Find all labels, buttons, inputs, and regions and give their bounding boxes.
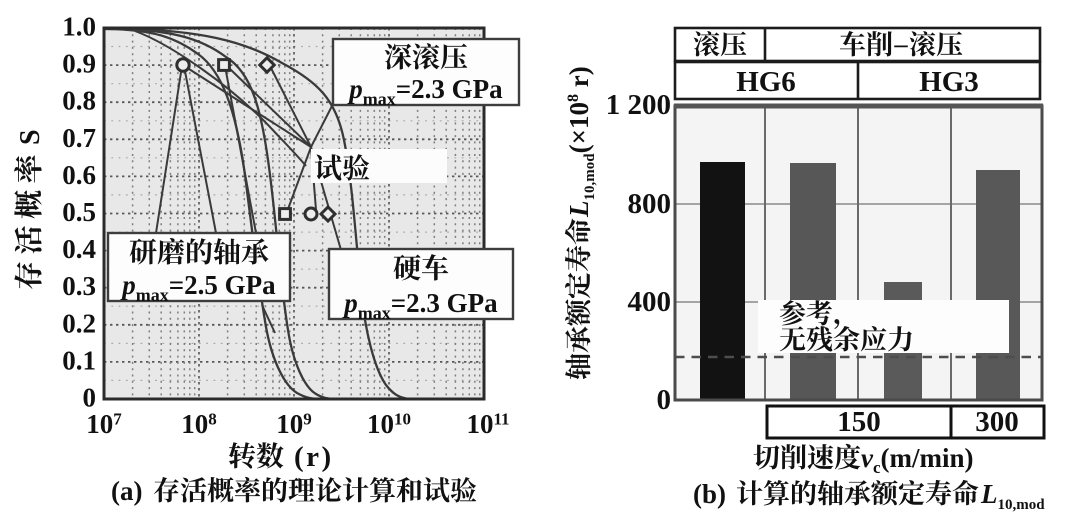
svg-text:pmax=2.5 GPa: pmax=2.5 GPa (120, 270, 276, 305)
svg-text:400: 400 (628, 286, 672, 318)
svg-text:0.8: 0.8 (62, 86, 96, 116)
svg-text:vc(m/min): vc(m/min) (861, 443, 974, 477)
svg-text:0.7: 0.7 (62, 123, 96, 153)
svg-text:pmax=2.3 GPa: pmax=2.3 GPa (347, 74, 503, 109)
svg-text:S: S (15, 129, 46, 145)
svg-text:0.9: 0.9 (62, 49, 96, 79)
svg-text:HG3: HG3 (919, 66, 979, 98)
svg-text:0.5: 0.5 (62, 197, 96, 227)
svg-text:0.4: 0.4 (62, 234, 96, 264)
svg-text:1 200: 1 200 (606, 89, 671, 121)
svg-text:0: 0 (83, 383, 97, 413)
svg-text:L10,mod: L10,mod (980, 479, 1045, 513)
svg-text:0.2: 0.2 (62, 308, 96, 338)
svg-text:0: 0 (657, 384, 672, 416)
svg-text:0.1: 0.1 (62, 345, 96, 375)
svg-text:0.3: 0.3 (62, 271, 96, 301)
svg-text:1.0: 1.0 (62, 12, 96, 42)
svg-text:pmax=2.3 GPa: pmax=2.3 GPa (342, 288, 498, 323)
svg-text:(a): (a) (111, 476, 142, 506)
svg-text:300: 300 (975, 406, 1019, 438)
svg-text:HG6: HG6 (736, 66, 796, 98)
svg-text:L10,mod(×108 r): L10,mod(×108 r) (564, 66, 598, 218)
svg-text:(b): (b) (693, 479, 726, 509)
svg-text:800: 800 (628, 188, 672, 220)
svg-text:0.6: 0.6 (62, 160, 96, 190)
svg-text:1010: 1010 (367, 409, 411, 439)
svg-text:150: 150 (837, 406, 881, 438)
svg-text:(r): (r) (294, 441, 334, 473)
